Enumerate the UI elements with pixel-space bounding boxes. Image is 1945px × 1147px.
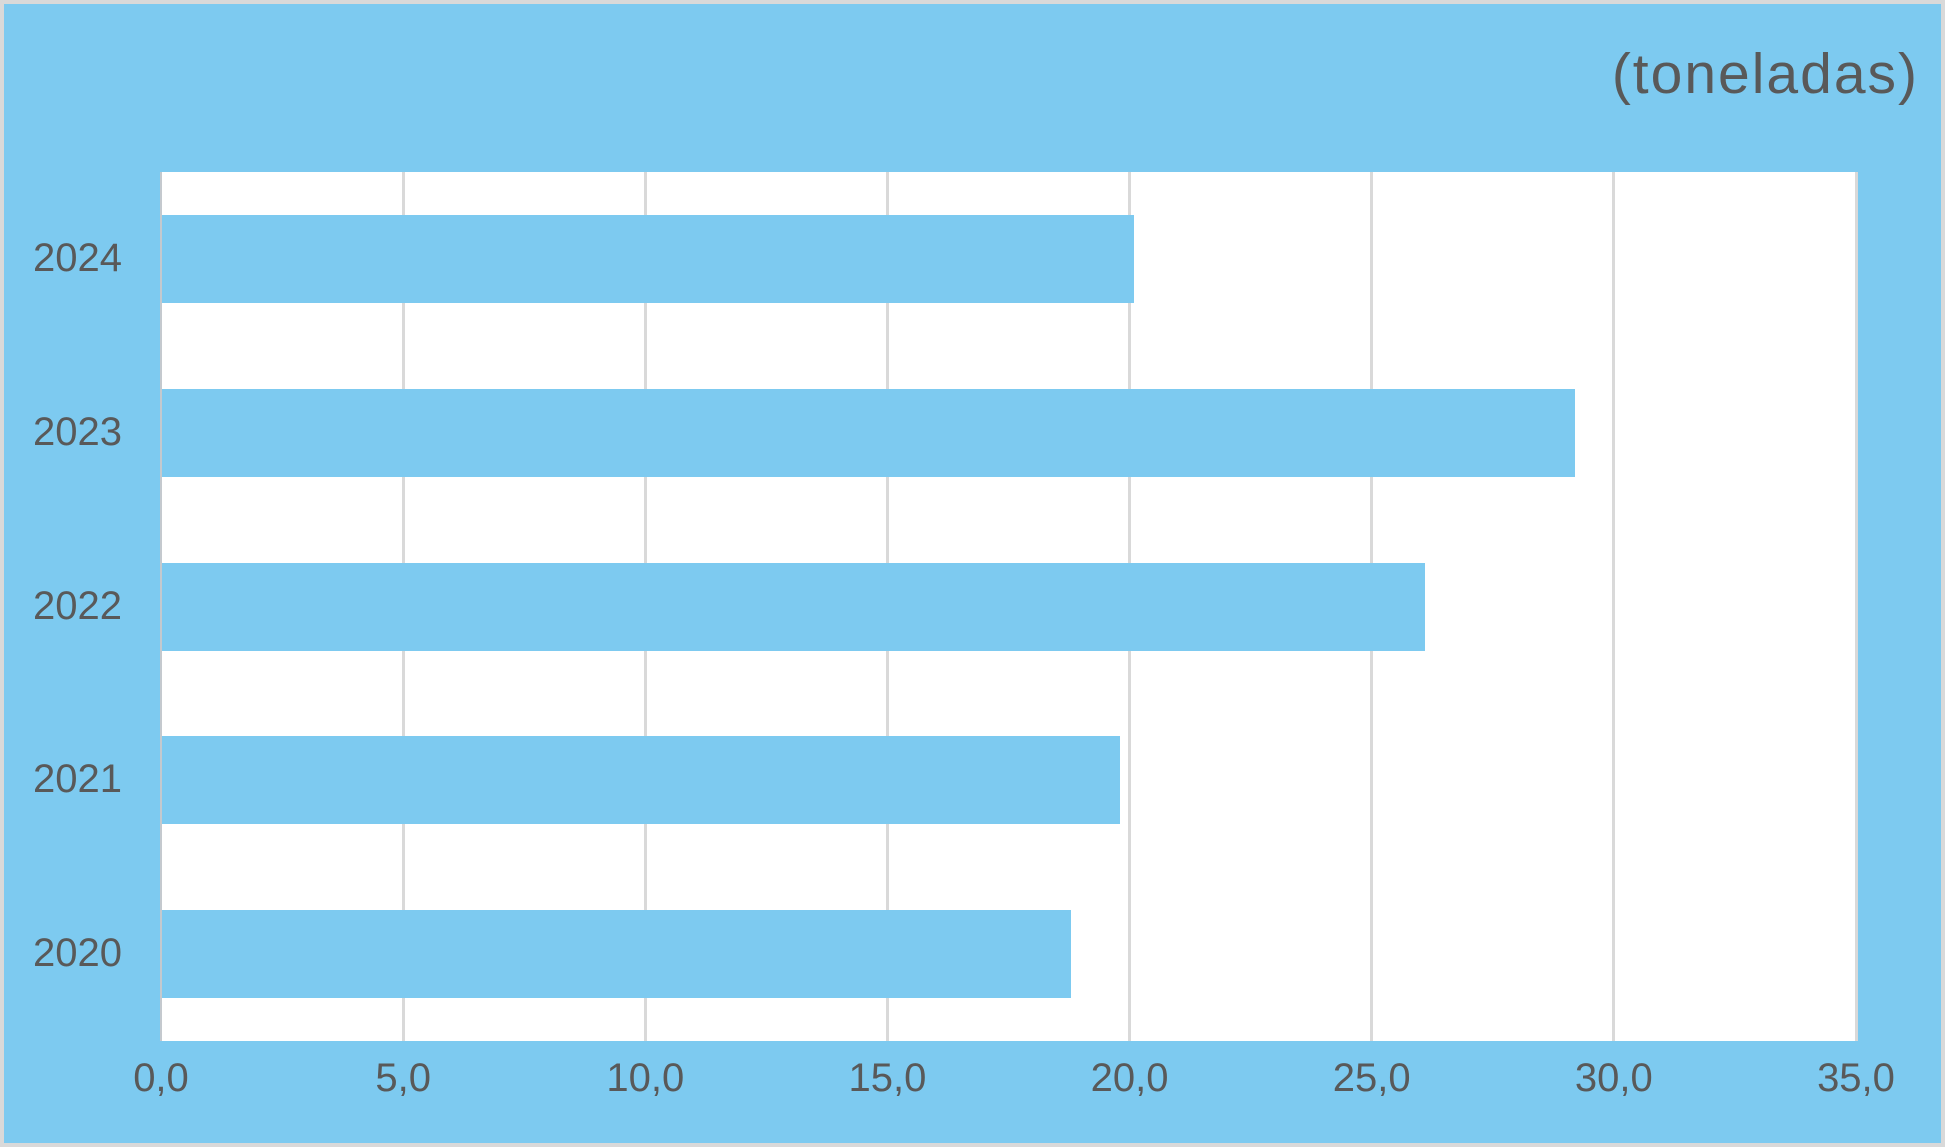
plot-area [160, 172, 1858, 1041]
y-axis-line [160, 172, 162, 1041]
y-axis-label-2020: 2020 [33, 931, 122, 976]
x-axis-label-20: 20,0 [1090, 1056, 1169, 1100]
x-axis-label-25: 25,0 [1332, 1056, 1411, 1100]
chart-title: (toneladas) [1611, 42, 1919, 106]
bar-2021 [161, 736, 1120, 825]
y-axis-label-2024: 2024 [33, 235, 122, 280]
x-axis-label-35: 35,0 [1817, 1056, 1895, 1100]
x-axis-label-0: 0,0 [133, 1056, 189, 1100]
x-axis-label-10: 10,0 [606, 1056, 685, 1100]
bar-2024 [161, 214, 1135, 303]
gridline-30 [1612, 172, 1616, 1041]
bar-2022 [161, 562, 1425, 651]
y-axis-label-2022: 2022 [33, 583, 122, 628]
bar-2020 [161, 910, 1072, 999]
x-axis-label-15: 15,0 [848, 1056, 927, 1100]
gridline-35 [1854, 172, 1858, 1041]
y-axis-label-2021: 2021 [33, 757, 122, 802]
x-axis-label-5: 5,0 [375, 1056, 431, 1100]
y-axis-label-2023: 2023 [33, 409, 122, 454]
bar-2023 [161, 388, 1576, 477]
x-axis-label-30: 30,0 [1574, 1056, 1653, 1100]
